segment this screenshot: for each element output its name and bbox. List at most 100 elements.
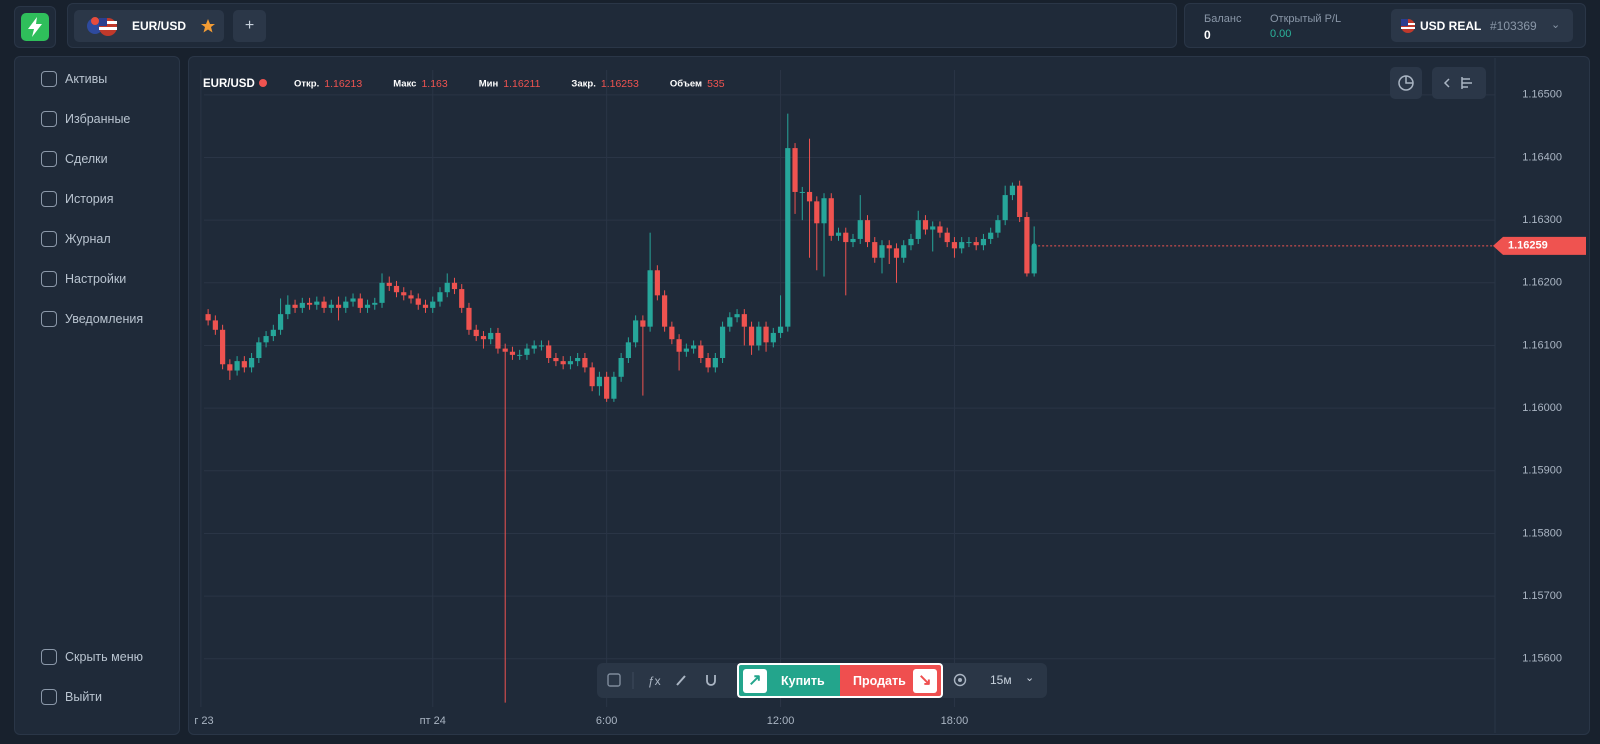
- candle-body: [459, 289, 465, 308]
- sell-button[interactable]: Продать ↘: [840, 663, 943, 698]
- price-tag-label: 1.16259: [1508, 240, 1548, 252]
- candle-body: [792, 148, 798, 192]
- svg-text:ƒx: ƒx: [648, 674, 661, 688]
- stat-label: Закр.: [571, 79, 595, 90]
- stat-value: 535: [707, 78, 725, 90]
- candle-body: [835, 232, 842, 236]
- candle-body: [669, 326, 675, 340]
- candle-body: [589, 367, 595, 387]
- menu-item[interactable]: Скрыть меню: [41, 649, 143, 665]
- candle-body: [488, 332, 494, 340]
- menu-label: Избранные: [65, 112, 131, 126]
- candle-body: [1009, 185, 1016, 196]
- candle-body: [690, 345, 697, 349]
- menu-label: Уведомления: [65, 312, 144, 326]
- candle-body: [437, 292, 443, 302]
- candle-body: [444, 282, 450, 293]
- menu-icon: [41, 689, 57, 705]
- candle-body: [698, 345, 704, 358]
- menu-item[interactable]: Активы: [41, 71, 107, 87]
- candle-body: [451, 282, 458, 290]
- trade-toolbar: ƒx ↗ Купить Продать ↘ 15м ⌄: [597, 663, 1047, 698]
- candle-body: [415, 298, 421, 305]
- candle-body: [430, 301, 436, 308]
- candle-body: [799, 191, 805, 193]
- timeframe[interactable]: 15м: [990, 673, 1012, 687]
- menu-label: Выйти: [65, 690, 103, 704]
- icon: [1443, 77, 1472, 89]
- candle-body: [951, 242, 958, 249]
- buy-button[interactable]: ↗ Купить: [737, 663, 840, 698]
- y-tick-label: 1.15600: [1522, 653, 1562, 665]
- candle-body: [654, 270, 660, 296]
- add-tab-button[interactable]: +: [233, 10, 266, 42]
- menu-item[interactable]: Избранные: [41, 111, 130, 127]
- y-tick-label: 1.16500: [1522, 89, 1562, 101]
- candle-body: [473, 329, 479, 337]
- candle-body: [357, 298, 363, 308]
- menu-item[interactable]: История: [41, 191, 113, 207]
- asset-tab[interactable]: EUR/USD: [74, 10, 224, 42]
- candle-body: [538, 345, 545, 347]
- y-tick-label: 1.16000: [1522, 402, 1562, 414]
- y-tick-label: 1.16400: [1522, 151, 1562, 163]
- account-selector[interactable]: USD REAL #103369 ⌄: [1391, 9, 1573, 42]
- candle-body: [321, 301, 327, 308]
- settings-icon[interactable]: [952, 672, 968, 688]
- candle-body: [466, 307, 472, 330]
- candle-body: [241, 361, 247, 368]
- candle-body: [973, 242, 979, 246]
- stat-label: Мин: [479, 79, 499, 90]
- candle-body: [893, 248, 900, 258]
- candle-body: [328, 304, 334, 308]
- candle-body: [640, 320, 646, 327]
- menu-item[interactable]: Журнал: [41, 231, 111, 247]
- x-tick-label: пт 24: [420, 715, 446, 727]
- menu-item[interactable]: Уведомления: [41, 311, 143, 327]
- candle-body: [248, 357, 255, 368]
- logo-frame[interactable]: [14, 6, 56, 48]
- asset-name: EUR/USD: [132, 19, 187, 33]
- candle-body: [777, 326, 784, 333]
- star-icon[interactable]: [200, 18, 216, 34]
- candle-body: [546, 345, 552, 358]
- candle-body: [1017, 185, 1023, 218]
- candle-body: [814, 201, 820, 224]
- panel-toggle-button[interactable]: [1432, 67, 1486, 99]
- chart-type-button[interactable]: [1390, 67, 1422, 99]
- candle-body: [1031, 245, 1037, 274]
- candle-body: [306, 302, 313, 305]
- menu-item[interactable]: Выйти: [41, 689, 102, 705]
- candle-body: [379, 282, 385, 303]
- candle-body: [712, 357, 718, 368]
- menu-label: Активы: [65, 72, 108, 86]
- candle-body: [625, 342, 631, 358]
- candle-body: [582, 357, 588, 368]
- menu-item[interactable]: Настройки: [41, 271, 126, 287]
- candle-body: [1024, 217, 1030, 274]
- chart-panel: [188, 56, 1590, 735]
- flags: [87, 17, 117, 36]
- candle-body: [662, 295, 668, 327]
- menu-icon: [41, 271, 57, 287]
- candle-body: [821, 198, 827, 224]
- candle-body: [611, 376, 617, 399]
- candle-body: [256, 342, 262, 358]
- candle-body: [350, 298, 356, 302]
- candle-body: [364, 304, 371, 308]
- candle-body: [966, 242, 972, 244]
- menu-item[interactable]: Сделки: [41, 151, 108, 167]
- stat-label: Объем: [670, 79, 702, 90]
- candle-body: [843, 232, 849, 243]
- candle-body: [212, 320, 218, 330]
- menu-label: Журнал: [65, 232, 111, 246]
- candle-body: [748, 326, 755, 346]
- sidebar: Активы Избранные Сделки История Журнал Настро…: [14, 56, 180, 735]
- candle-body: [372, 302, 378, 305]
- timeframe-chevron: ⌄: [1025, 672, 1035, 684]
- candle-body: [220, 329, 226, 365]
- account-bar: Баланс 0 Открытый P/L 0.00 USD REAL #103…: [1184, 3, 1586, 48]
- menu-icon: [41, 231, 57, 247]
